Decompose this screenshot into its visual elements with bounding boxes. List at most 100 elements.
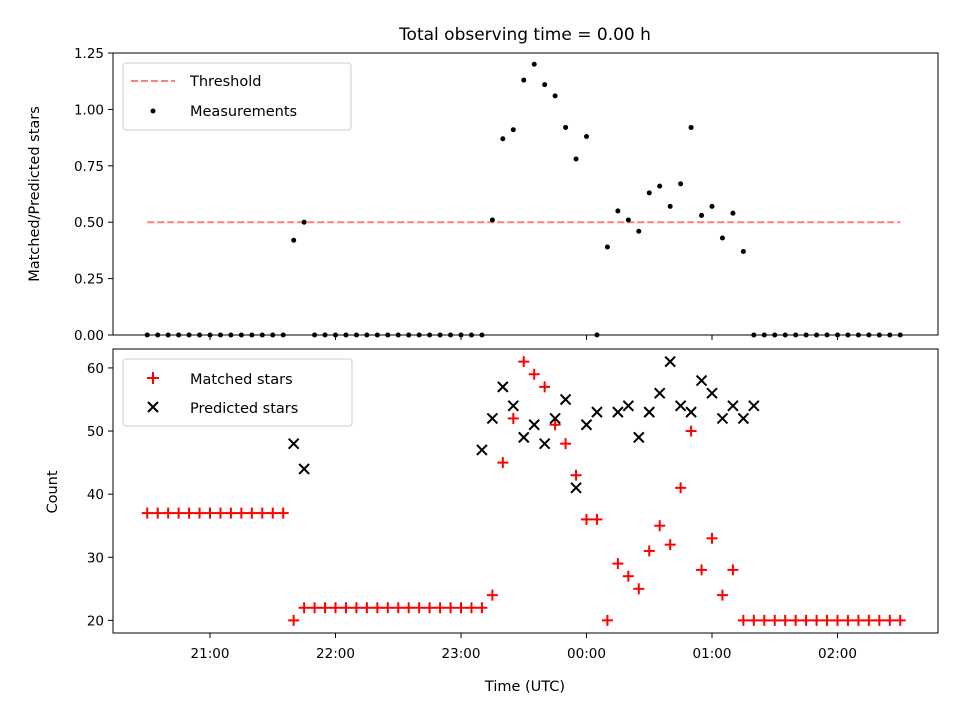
measurement-point bbox=[709, 203, 715, 209]
matched-star-point bbox=[591, 513, 603, 525]
measurement-point bbox=[678, 181, 684, 187]
matched-star-point bbox=[560, 438, 572, 450]
matched-star-point bbox=[581, 513, 592, 525]
measurement-point bbox=[563, 124, 569, 130]
predicted-star-point bbox=[476, 444, 488, 456]
x-tick-label: 02:00 bbox=[818, 646, 857, 662]
bottom-y-tick-label: 50 bbox=[87, 424, 104, 440]
bottom-y-tick-label: 20 bbox=[87, 613, 104, 629]
predicted-star-point bbox=[298, 463, 310, 475]
matched-star-point bbox=[235, 507, 247, 519]
measurement-point bbox=[636, 228, 642, 234]
matched-star-point bbox=[497, 457, 509, 469]
chart-title: Total observing time = 0.00 h bbox=[398, 25, 651, 45]
matched-star-point bbox=[246, 507, 258, 519]
matched-star-point bbox=[622, 570, 634, 582]
matched-star-point bbox=[413, 602, 425, 614]
predicted-star-point bbox=[643, 406, 655, 418]
legend-threshold-label: Threshold bbox=[189, 74, 261, 90]
x-tick-label: 22:00 bbox=[316, 646, 355, 662]
top-x-ticks bbox=[209, 335, 838, 340]
measurement-point bbox=[688, 124, 694, 130]
x-axis-label: Time (UTC) bbox=[484, 679, 565, 695]
matched-star-point bbox=[183, 507, 195, 519]
top-y-tick-label: 1.25 bbox=[74, 46, 104, 62]
predicted-star-point bbox=[497, 381, 509, 393]
matched-star-point bbox=[445, 602, 457, 614]
matched-star-point bbox=[601, 614, 613, 626]
predicted-star-point bbox=[507, 400, 519, 412]
bottom-y-tick-label: 40 bbox=[87, 487, 104, 503]
measurement-point bbox=[552, 93, 558, 99]
predicted-star-point bbox=[528, 419, 540, 431]
matched-star-point bbox=[633, 583, 645, 595]
predicted-star-point bbox=[518, 431, 530, 444]
legend-matched-swatch bbox=[147, 372, 159, 384]
matched-star-point bbox=[539, 381, 551, 393]
matched-star-point bbox=[507, 412, 519, 424]
predicted-star-point bbox=[674, 400, 687, 412]
matched-star-point bbox=[570, 469, 582, 481]
measurement-point bbox=[604, 244, 610, 250]
bottom-y-tick-label: 60 bbox=[87, 361, 104, 377]
top-legend: Threshold Measurements bbox=[122, 62, 352, 131]
matched-star-point bbox=[664, 539, 676, 551]
bottom-legend: Matched stars Predicted stars bbox=[122, 358, 353, 427]
measurement-point bbox=[646, 190, 652, 196]
matched-star-point bbox=[675, 482, 687, 494]
matched-star-point bbox=[528, 368, 540, 380]
measurement-point bbox=[573, 156, 579, 162]
x-tick-label: 01:00 bbox=[693, 646, 732, 662]
matched-star-point bbox=[873, 614, 885, 626]
matched-star-point bbox=[884, 614, 896, 626]
matched-star-point bbox=[350, 602, 362, 614]
measurement-point bbox=[542, 82, 548, 88]
matched-star-point bbox=[403, 602, 415, 614]
matched-star-point bbox=[476, 602, 488, 614]
measurement-point bbox=[301, 219, 307, 225]
matched-star-point bbox=[455, 602, 467, 614]
matched-star-point bbox=[340, 602, 352, 614]
predicted-star-point bbox=[716, 412, 729, 425]
matched-star-point bbox=[194, 507, 206, 519]
x-tick-label: 23:00 bbox=[442, 646, 481, 662]
matched-star-point bbox=[758, 614, 770, 626]
predicted-star-point bbox=[737, 412, 750, 425]
legend-predicted-swatch bbox=[147, 401, 159, 413]
predicted-star-point bbox=[664, 355, 676, 368]
matched-star-point bbox=[696, 564, 708, 576]
matched-star-point bbox=[486, 589, 498, 601]
matched-star-point bbox=[214, 507, 226, 519]
predicted-star-point bbox=[538, 437, 551, 450]
predicted-star-point bbox=[685, 406, 697, 418]
measurement-point bbox=[740, 249, 746, 255]
measurement-point bbox=[615, 208, 621, 214]
measurement-point bbox=[489, 217, 495, 223]
top-y-tick-label: 0.50 bbox=[74, 215, 104, 231]
bottom-legend-box bbox=[122, 358, 353, 427]
bottom-panel: Count Time (UTC) 20 30 40 50 60 21:00 22:00 23… bbox=[45, 348, 939, 695]
bottom-plot-frame bbox=[112, 348, 939, 634]
measurement-point bbox=[291, 237, 297, 243]
bottom-x-ticks: 21:00 22:00 23:00 00:00 01:00 02:00 bbox=[191, 633, 857, 662]
matched-star-point bbox=[225, 507, 237, 519]
matched-star-point bbox=[434, 602, 446, 614]
matched-star-point bbox=[204, 507, 216, 519]
measurement-point bbox=[500, 136, 506, 142]
predicted-star-point bbox=[559, 393, 572, 406]
matched-star-point bbox=[162, 507, 174, 519]
legend-matched-label: Matched stars bbox=[190, 372, 293, 388]
matched-star-point bbox=[800, 614, 812, 626]
predicted-star-point bbox=[549, 412, 561, 425]
top-y-tick-label: 0.75 bbox=[74, 159, 104, 175]
matched-star-point bbox=[173, 507, 185, 519]
measurement-point bbox=[667, 203, 673, 209]
matched-star-point bbox=[894, 614, 906, 626]
predicted-star-point bbox=[727, 400, 739, 412]
matched-star-point bbox=[769, 614, 781, 626]
bottom-y-axis-label: Count bbox=[45, 470, 61, 513]
matched-star-point bbox=[382, 602, 394, 614]
x-tick-label: 00:00 bbox=[567, 646, 606, 662]
matched-star-point bbox=[309, 602, 321, 614]
